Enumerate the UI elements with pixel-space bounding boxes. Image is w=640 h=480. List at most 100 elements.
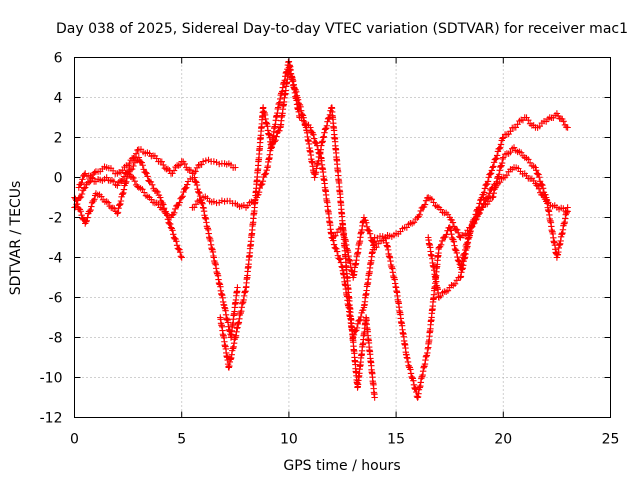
sample-marker <box>519 152 527 160</box>
sample-marker <box>120 173 128 180</box>
sample-marker <box>533 170 541 177</box>
y-tick-label: -8 <box>49 331 63 347</box>
sample-marker <box>115 202 123 209</box>
sample-marker <box>403 351 410 358</box>
x-tick-label: 5 <box>177 432 186 448</box>
y-tick-label: -12 <box>40 411 63 427</box>
sample-marker <box>190 169 198 177</box>
sample-marker <box>198 196 205 204</box>
sample-marker <box>138 159 145 166</box>
sample-marker <box>273 133 280 140</box>
sample-marker <box>373 243 380 251</box>
sample-marker <box>354 320 362 328</box>
sample-marker <box>191 178 199 185</box>
sample-marker <box>490 163 497 170</box>
sample-marker <box>122 179 129 187</box>
sample-marker <box>160 205 168 212</box>
sample-marker <box>163 212 171 219</box>
sample-marker <box>495 171 503 178</box>
sample-marker <box>233 324 241 332</box>
sample-marker <box>170 231 177 238</box>
sample-marker <box>449 219 457 226</box>
data-point-marker <box>500 154 507 161</box>
sample-marker <box>110 178 118 185</box>
sample-marker <box>175 162 182 169</box>
sample-marker <box>184 181 191 188</box>
sample-marker <box>80 185 88 192</box>
sample-marker <box>404 358 412 366</box>
sample-marker <box>78 179 85 187</box>
sample-marker <box>160 201 167 208</box>
sample-marker <box>72 195 79 203</box>
sample-marker <box>497 141 505 148</box>
sample-marker <box>128 165 136 173</box>
sample-marker <box>338 263 345 270</box>
sample-marker <box>491 156 499 163</box>
sample-marker <box>123 178 130 185</box>
sample-marker <box>330 237 337 244</box>
sample-marker <box>160 161 167 169</box>
sample-marker <box>351 328 358 335</box>
sample-marker <box>153 187 160 195</box>
sample-marker <box>139 186 146 193</box>
series-satellite-track-a <box>71 146 239 211</box>
sample-marker <box>276 127 283 134</box>
sample-marker <box>330 241 338 248</box>
sample-marker <box>475 210 482 218</box>
sample-marker <box>498 175 505 182</box>
sample-marker <box>519 170 526 178</box>
sample-marker <box>131 177 138 185</box>
sample-marker <box>140 166 147 173</box>
sample-marker <box>540 192 547 200</box>
sample-marker <box>143 170 150 177</box>
sample-marker <box>539 182 546 189</box>
sample-marker <box>285 58 292 66</box>
sample-marker <box>115 205 122 212</box>
sample-marker <box>218 197 226 204</box>
sample-marker <box>488 185 495 193</box>
sample-marker <box>408 373 415 381</box>
sample-marker <box>116 201 123 208</box>
sample-marker <box>497 163 504 171</box>
sample-marker <box>319 138 326 145</box>
y-tick-label: 4 <box>54 91 63 107</box>
sample-marker <box>410 377 417 384</box>
sample-marker <box>144 149 151 156</box>
sample-marker <box>487 186 494 194</box>
sample-marker <box>437 292 444 300</box>
sample-marker <box>263 166 270 174</box>
sample-marker <box>472 216 479 224</box>
sample-marker <box>462 230 469 238</box>
sample-marker <box>76 194 84 202</box>
y-tick-label: 0 <box>54 171 63 187</box>
sample-marker <box>540 117 548 125</box>
sample-marker <box>321 129 328 136</box>
sample-marker <box>363 223 371 230</box>
sample-marker <box>289 77 297 85</box>
sample-marker <box>225 363 232 371</box>
sample-marker <box>484 195 491 202</box>
sample-marker <box>503 172 511 179</box>
sample-marker <box>525 156 532 163</box>
sample-marker <box>198 161 205 168</box>
sample-marker <box>177 253 185 260</box>
data-point-marker <box>489 164 496 171</box>
sample-marker <box>333 248 341 255</box>
sample-marker <box>493 155 500 162</box>
sample-marker <box>437 241 445 249</box>
sample-marker <box>83 217 90 225</box>
sample-marker <box>87 206 94 214</box>
series-satellite-track-f <box>328 110 571 401</box>
sample-marker <box>479 203 487 211</box>
sample-marker <box>310 135 318 142</box>
sample-marker <box>438 237 446 245</box>
sample-marker <box>251 207 258 215</box>
sample-marker <box>499 135 506 142</box>
sample-marker <box>300 114 307 121</box>
sample-marker <box>530 122 537 129</box>
sample-marker <box>165 219 172 226</box>
y-tick-label: -10 <box>40 371 63 387</box>
sample-marker <box>536 174 543 181</box>
sample-marker <box>320 133 328 140</box>
